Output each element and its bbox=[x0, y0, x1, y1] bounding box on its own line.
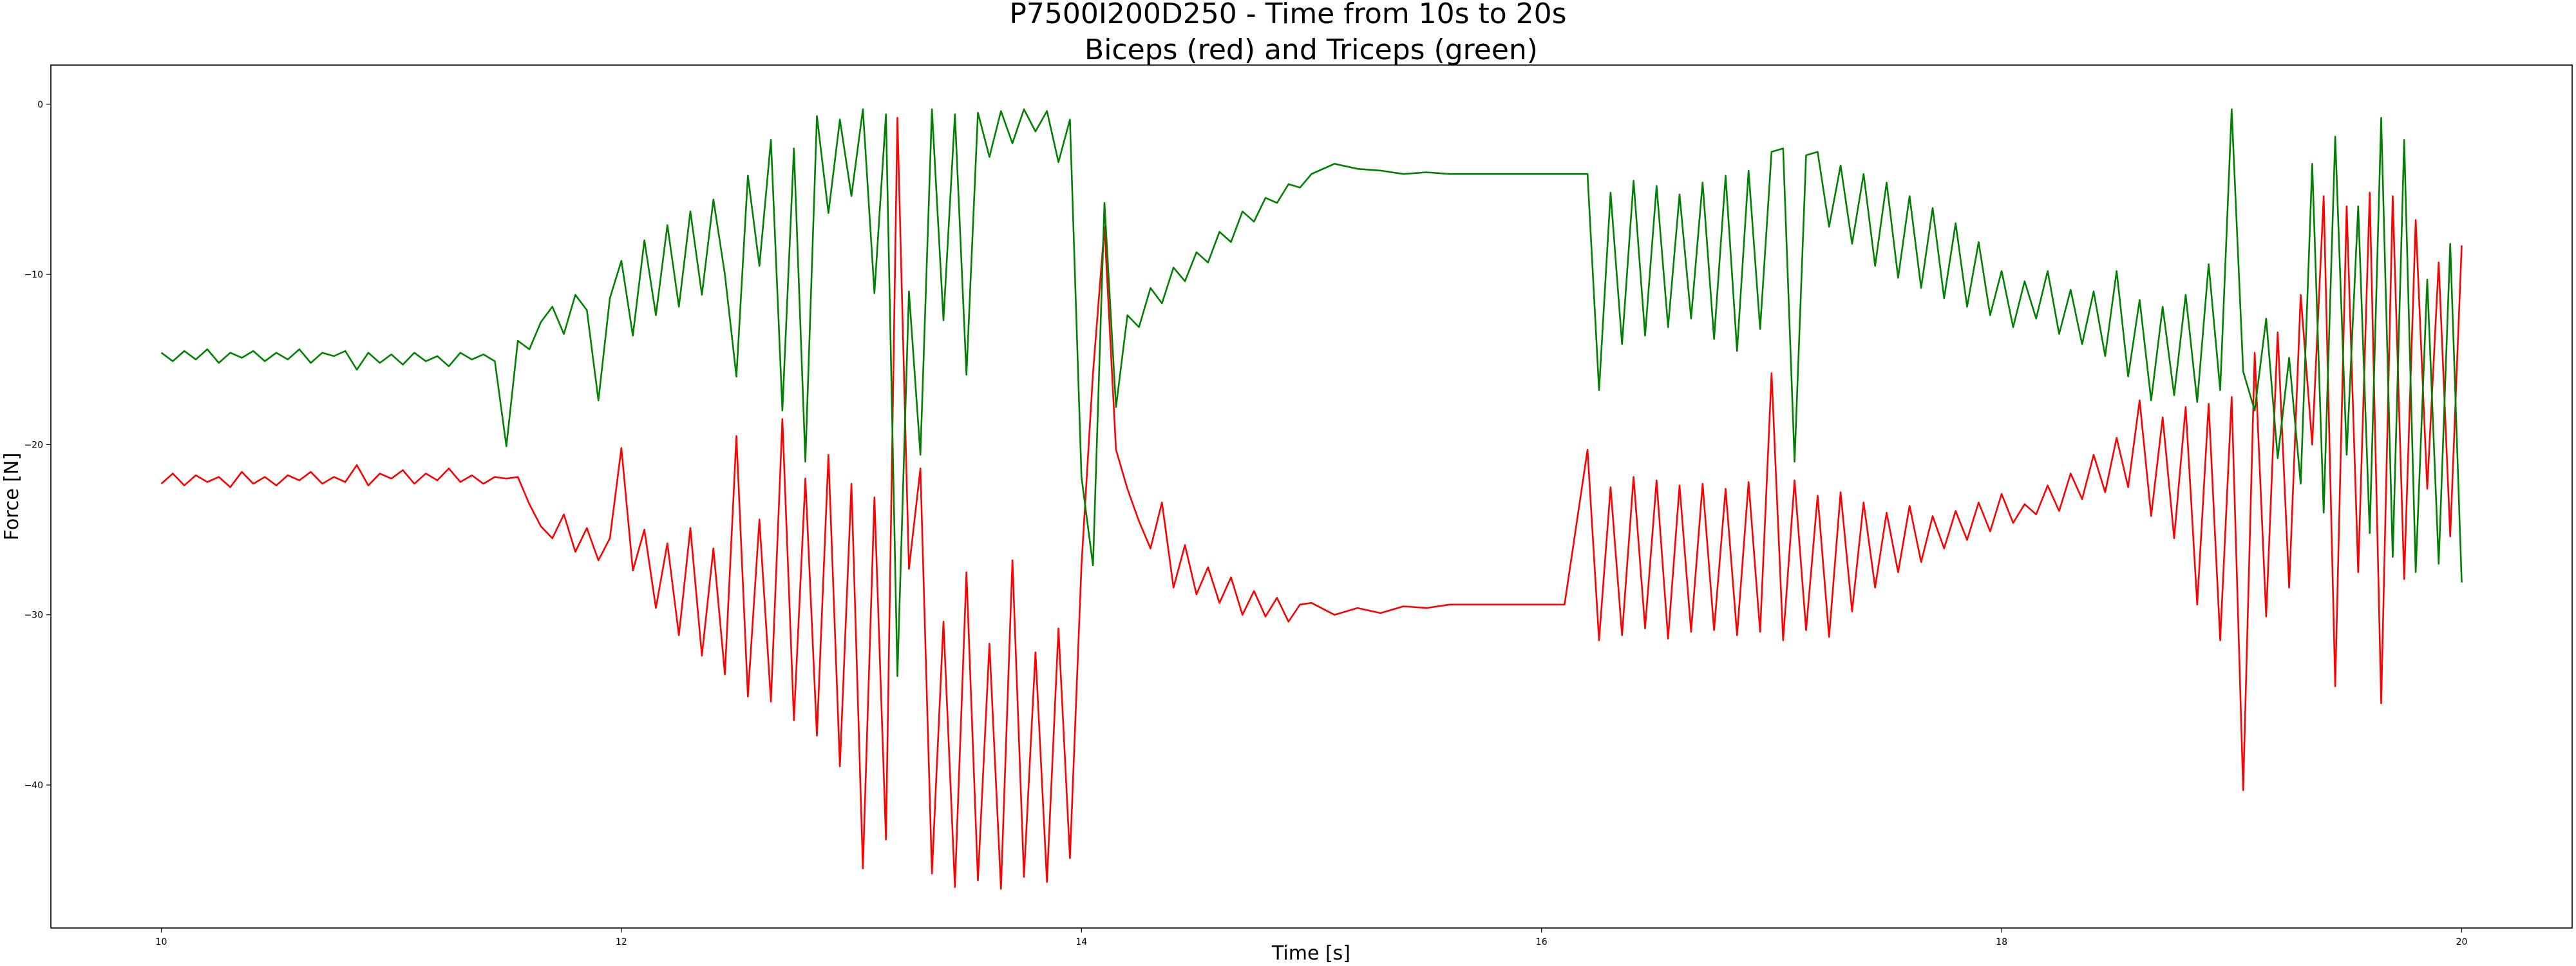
x-axis-label: Time [s] bbox=[1271, 942, 1350, 965]
y-tick-label: −30 bbox=[24, 611, 43, 621]
chart-subtitle: Biceps (red) and Triceps (green) bbox=[1084, 33, 1538, 66]
y-tick-label: −40 bbox=[24, 781, 43, 791]
plot-frame bbox=[50, 64, 2573, 929]
y-tick-label: 0 bbox=[37, 100, 43, 110]
triceps-series-line bbox=[160, 108, 2463, 677]
x-tick-label: 20 bbox=[2456, 937, 2468, 947]
y-axis-ticks: 0 −10 −20 −30 −40 bbox=[24, 100, 51, 791]
x-tick-label: 18 bbox=[1996, 937, 2007, 947]
biceps-series-line bbox=[160, 117, 2463, 890]
chart-title: P7500I200D250 - Time from 10s to 20s bbox=[1009, 0, 1566, 30]
plot-lines bbox=[160, 108, 2463, 890]
x-tick-label: 10 bbox=[156, 937, 167, 947]
x-axis-ticks: 10 12 14 16 18 20 bbox=[156, 928, 2468, 947]
x-tick-label: 16 bbox=[1536, 937, 1548, 947]
y-tick-label: −10 bbox=[24, 270, 43, 280]
x-tick-label: 12 bbox=[616, 937, 627, 947]
y-axis-label: Force [N] bbox=[1, 453, 23, 541]
y-tick-label: −20 bbox=[24, 440, 43, 450]
x-tick-label: 14 bbox=[1075, 937, 1087, 947]
